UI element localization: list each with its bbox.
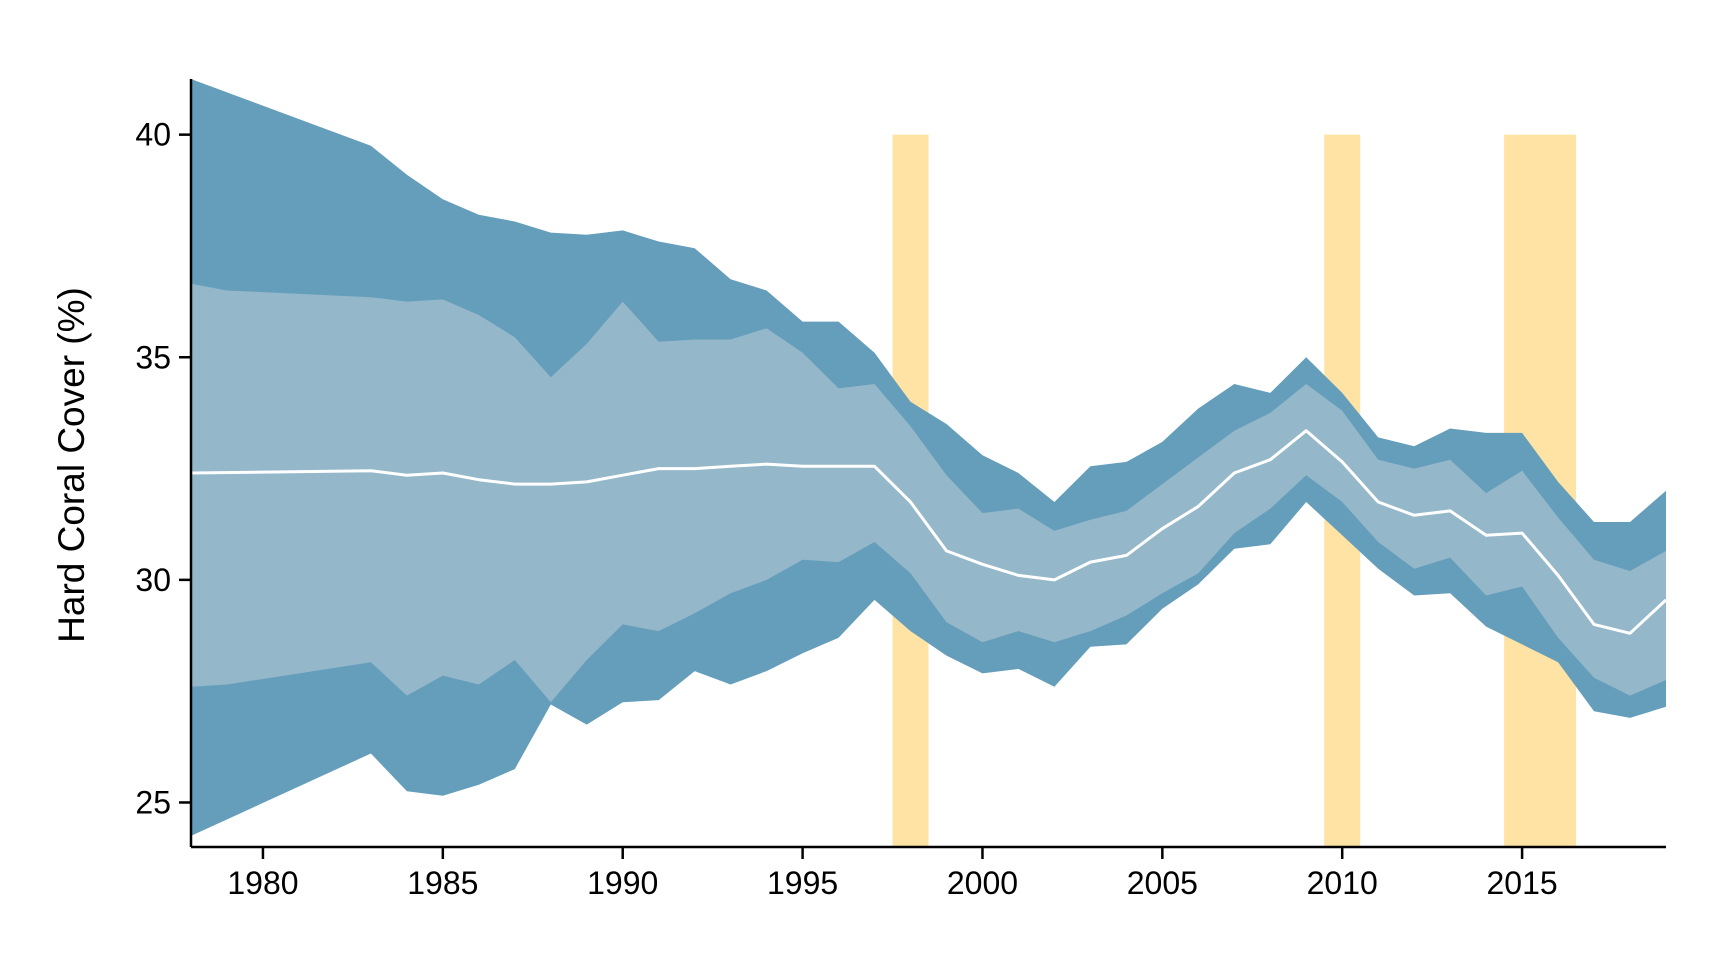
axes: 25 30 35 40 1980 1985 1990 1995 2000 2005 2010 2015 xyxy=(135,79,1666,901)
x-tick-label-1985: 1985 xyxy=(407,865,478,901)
y-axis-title: Hard Coral Cover (%) xyxy=(51,287,92,643)
confidence-bands xyxy=(191,79,1666,836)
x-tick-label-1990: 1990 xyxy=(587,865,658,901)
x-tick-label-2005: 2005 xyxy=(1127,865,1198,901)
x-tick-label-2000: 2000 xyxy=(947,865,1018,901)
x-tick-label-1995: 1995 xyxy=(767,865,838,901)
y-tick-label-35: 35 xyxy=(135,339,171,375)
y-tick-label-40: 40 xyxy=(135,117,171,153)
x-tick-label-1980: 1980 xyxy=(227,865,298,901)
mean-line-group xyxy=(190,429,1668,635)
x-tick-label-2015: 2015 xyxy=(1487,865,1558,901)
y-tick-label-30: 30 xyxy=(135,562,171,598)
x-tick-label-2010: 2010 xyxy=(1307,865,1378,901)
y-tick-label-25: 25 xyxy=(135,784,171,820)
mean-line xyxy=(190,429,1668,635)
inner-band-area xyxy=(191,283,1666,703)
